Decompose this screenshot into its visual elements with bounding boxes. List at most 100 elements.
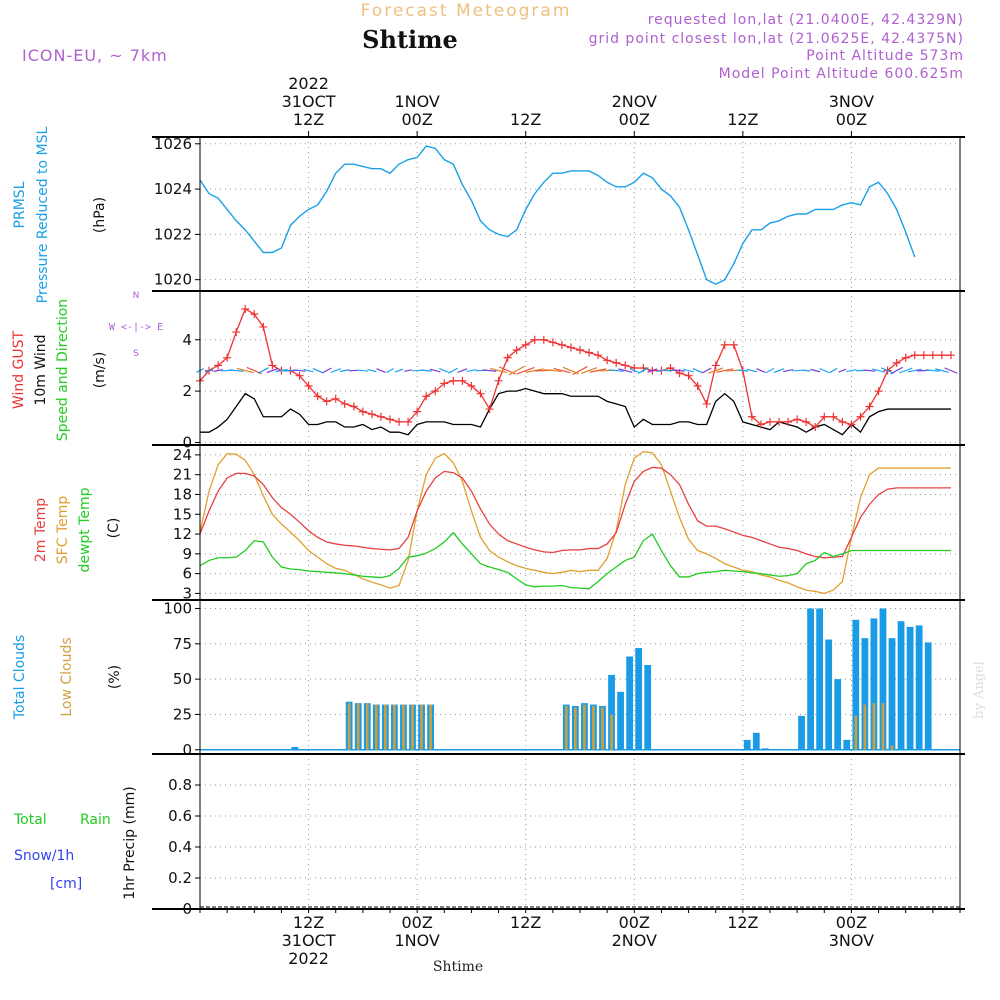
snow-label: Snow/1h: [14, 848, 74, 864]
gust-marker: [711, 361, 720, 370]
top-tick-label: 12Z: [293, 110, 324, 129]
wind-arrow: [386, 368, 394, 374]
low-cloud-bar: [393, 704, 396, 750]
wind-arrow: [907, 368, 922, 373]
low-cloud-bar: [564, 705, 568, 750]
low-cloud-bar: [854, 715, 858, 750]
wind-arrow: [810, 368, 821, 373]
wind-arrow: [572, 366, 588, 376]
gust-marker: [847, 420, 856, 429]
cm-label: [cm]: [50, 876, 82, 892]
wind-arrow: [708, 367, 724, 374]
wind-arrow: [357, 369, 368, 372]
wind-arrow: [773, 368, 785, 373]
gust-marker: [612, 358, 621, 367]
gust-marker: [340, 399, 349, 408]
gust-marker: [766, 417, 774, 426]
wind-arrow: [782, 368, 794, 373]
gust-marker: [386, 415, 394, 424]
wind-arrow: [204, 368, 214, 373]
gust-marker: [937, 351, 946, 360]
y-tick-label: 24: [173, 446, 192, 464]
total-cloud-bar: [861, 638, 869, 750]
total-cloud-label: Total Clouds: [12, 635, 28, 720]
gust-marker: [874, 387, 883, 396]
x-axis-label: Shtime: [433, 959, 483, 975]
total-cloud-bar: [915, 625, 923, 750]
low-cloud-bar: [374, 704, 378, 750]
wind-arrow: [692, 368, 703, 374]
low-cloud-bar: [592, 705, 595, 750]
wind-arrow: [525, 368, 544, 373]
gust-marker: [919, 351, 928, 360]
low-cloud-bar: [383, 704, 387, 750]
top-tick-label: 2022: [288, 74, 329, 93]
y-tick-label: 100: [163, 599, 192, 617]
sfc-label: SFC Temp: [55, 496, 71, 565]
gust-marker: [485, 405, 494, 414]
gust-marker: [259, 322, 268, 331]
total-cloud-bar: [834, 679, 842, 750]
y-tick-label: 0.6: [168, 807, 192, 825]
wind-arrow: [412, 369, 423, 372]
low-cloud-bar: [583, 704, 586, 750]
gust-marker: [548, 338, 557, 347]
gust-marker: [910, 351, 919, 360]
gust-marker: [838, 417, 847, 426]
wind-arrow: [448, 367, 459, 374]
bottom-tick-label: 12Z: [727, 913, 758, 932]
gust-marker: [901, 353, 910, 362]
total-cloud-bar: [752, 732, 760, 750]
wind-arrow: [801, 369, 811, 372]
total-cloud-bar: [635, 648, 643, 750]
point-altitude: Point Altitude 573m: [806, 48, 964, 64]
panel-frame: [199, 136, 961, 292]
gust-marker: [621, 361, 630, 370]
total-cloud-bar: [924, 642, 932, 750]
wind-arrow: [765, 367, 775, 374]
location-title: Shtime: [362, 25, 458, 54]
y-tick-label: 1024: [154, 180, 192, 198]
low-cloud-label: Low Clouds: [59, 637, 75, 716]
model-label: ICON-EU, ~ 7km: [22, 46, 168, 65]
low-cloud-bar: [356, 703, 360, 750]
prmsl-long-label: Pressure Reduced to MSL: [35, 126, 51, 303]
wind-arrow: [608, 369, 624, 372]
wind-arrow: [656, 368, 667, 373]
gust-marker: [232, 328, 241, 337]
requested-coords: requested lon,lat (21.0400E, 42.4329N): [648, 12, 964, 28]
gust-marker: [295, 371, 304, 380]
y-tick-label: 21: [173, 466, 192, 484]
bottom-tick-label: 12Z: [510, 913, 541, 932]
wind-arrow: [899, 367, 913, 374]
wind-arrow: [394, 368, 404, 373]
gust-label: Wind GUST: [11, 330, 27, 409]
gust-marker: [720, 340, 729, 349]
gust-marker: [829, 412, 838, 421]
gust-marker: [467, 381, 476, 390]
gust-marker: [784, 417, 793, 426]
low-cloud-bar: [610, 714, 613, 750]
wind-arrow: [330, 368, 341, 373]
gust-marker: [440, 379, 449, 388]
y-tick-label: 75: [173, 635, 192, 653]
gust-marker: [775, 417, 784, 426]
wind10-label: 10m Wind: [33, 334, 49, 405]
gust-marker: [395, 417, 404, 426]
wind-arrow: [872, 368, 886, 373]
total-cloud-bar: [888, 638, 896, 750]
wind-arrow: [482, 369, 497, 372]
panel-frames: [152, 136, 965, 910]
wind-arrow: [339, 369, 350, 373]
t2m-line: [199, 466, 951, 559]
wind-arrow: [213, 369, 223, 373]
total-cloud-bar: [798, 715, 805, 750]
top-tick-label: 12Z: [510, 110, 541, 129]
total-label: Total: [13, 812, 47, 828]
bottom-tick-label: 2022: [288, 949, 329, 968]
y-tick-label: 2: [182, 382, 192, 400]
gust-marker: [684, 371, 693, 380]
bottom-tick-label: 00Z: [619, 913, 650, 932]
